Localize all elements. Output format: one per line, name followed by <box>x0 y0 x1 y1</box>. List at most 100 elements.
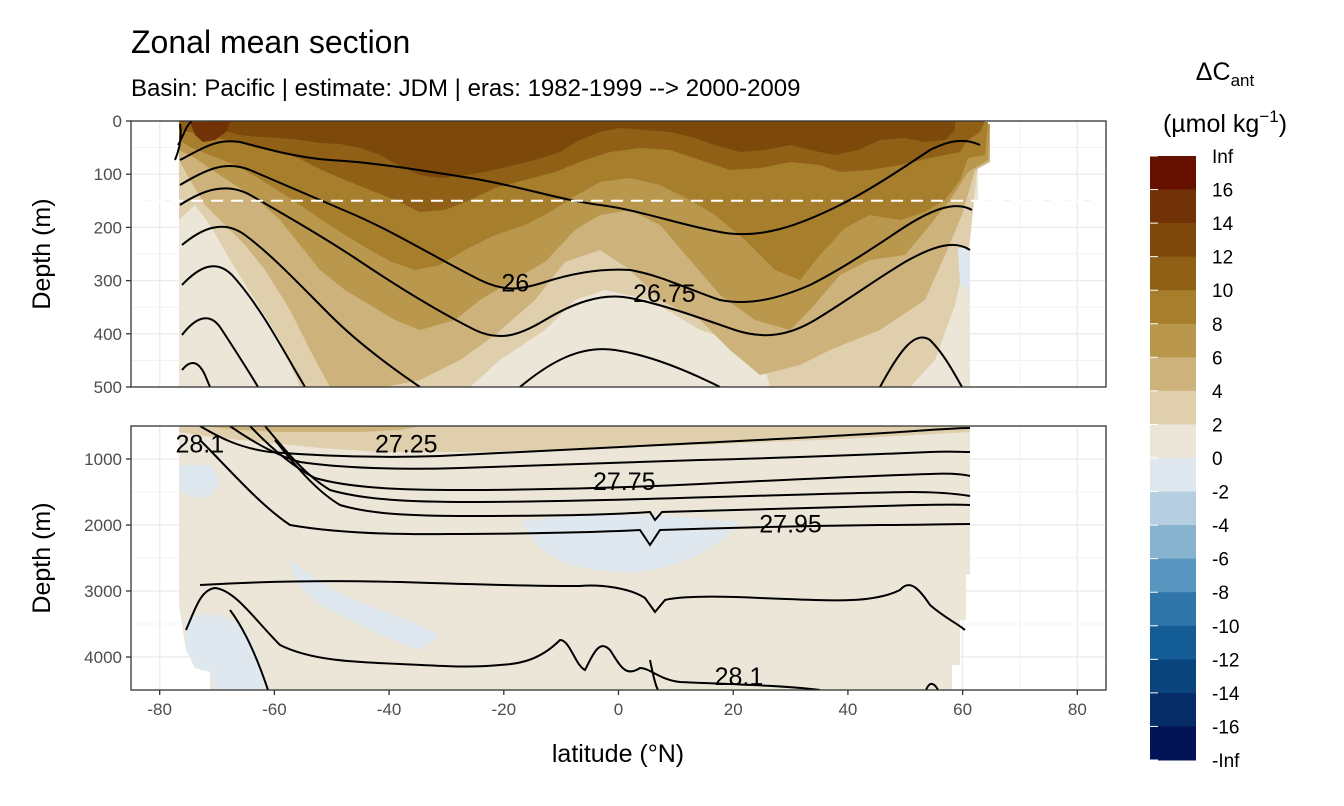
legend-swatch <box>1150 424 1196 459</box>
legend-swatch <box>1150 659 1196 694</box>
x-tick-label: 40 <box>838 700 857 719</box>
y-tick-label: 1000 <box>84 450 122 469</box>
legend-tick-label: -8 <box>1212 583 1229 604</box>
lower-field-blue-1 <box>179 465 220 498</box>
lower-panel: 1000 2000 3000 4000 -80 -60 -40 -20 0 20 40 60 80 2… <box>84 425 1107 719</box>
lower-contour-2 <box>229 426 971 470</box>
contour-label: 27.25 <box>375 430 438 458</box>
legend-unit-prefix: (µmol kg <box>1163 110 1259 138</box>
y-tick-label: 200 <box>94 218 122 237</box>
x-tick-label: -60 <box>262 700 287 719</box>
legend-tick-label: 0 <box>1212 449 1223 470</box>
lower-contour-8 <box>185 586 821 690</box>
legend-swatch <box>1150 458 1196 493</box>
upper-contour-7 <box>181 362 211 387</box>
upper-contour-2 <box>179 165 973 303</box>
upper-panel-contour-labels: 26 26.75 <box>501 269 695 308</box>
upper-contour-11 <box>174 123 182 161</box>
lower-contour-10 <box>649 659 659 690</box>
legend-tick-label: 12 <box>1212 248 1233 269</box>
legend-tick-label: 6 <box>1212 348 1223 369</box>
lower-field-blue-3 <box>290 560 440 650</box>
upper-panel-border <box>130 120 1107 388</box>
lower-panel-y-axis: 1000 2000 3000 4000 <box>84 450 131 667</box>
chart-subtitle: Basin: Pacific | estimate: JDM | eras: 1… <box>131 75 801 102</box>
legend-swatch <box>1150 558 1196 593</box>
legend-swatch <box>1150 189 1196 224</box>
legend-tick-label: -16 <box>1212 717 1239 738</box>
legend-title-main: ΔC <box>1196 58 1231 86</box>
upper-panel-fields <box>131 121 1106 387</box>
lower-contour-6 <box>199 439 971 547</box>
x-tick-label: 80 <box>1068 700 1087 719</box>
legend-swatch <box>1150 256 1196 291</box>
x-tick-label: 0 <box>614 700 623 719</box>
x-tick-label: -40 <box>377 700 402 719</box>
legend-tick-labels: Inf 16 14 12 10 8 6 4 2 0 -2 -4 -6 -8 -10 -12 -14 -16 -Inf <box>1212 147 1240 772</box>
upper-density-contours <box>174 121 981 387</box>
legend-swatch <box>1150 357 1196 392</box>
legend-tick-label: -14 <box>1212 684 1240 705</box>
y-tick-label: 3000 <box>84 582 122 601</box>
upper-panel: 0 100 200 300 400 500 26 26.75 <box>94 112 1107 397</box>
lower-density-contours <box>185 426 971 690</box>
upper-contour-8 <box>519 348 721 387</box>
upper-contour-9 <box>879 336 963 387</box>
legend-tick-label: -4 <box>1212 516 1229 537</box>
legend-unit: (µmol kg−1) <box>1163 107 1287 138</box>
legend-swatch <box>1150 726 1196 761</box>
legend-tick-label: -10 <box>1212 617 1239 638</box>
upper-panel-y-axis: 0 100 200 300 400 500 <box>94 112 131 397</box>
y-axis-title-upper: Depth (m) <box>28 198 56 309</box>
upper-field-12-14 <box>205 121 955 178</box>
legend-swatch <box>1150 692 1196 727</box>
legend-tick-label: -12 <box>1212 650 1239 671</box>
lower-contour-4 <box>264 426 971 504</box>
upper-field-blue-patch <box>958 248 970 290</box>
y-tick-label: 400 <box>94 325 122 344</box>
legend-unit-sup: −1 <box>1259 107 1278 126</box>
y-tick-label: 300 <box>94 272 122 291</box>
lower-field-2-4 <box>179 426 970 452</box>
x-tick-label: 20 <box>724 700 743 719</box>
chart-title: Zonal mean section <box>131 24 411 60</box>
contour-label: 26 <box>501 269 529 297</box>
lower-panel-contour-labels: 28.1 27.25 27.75 27.95 28.1 <box>175 430 821 690</box>
x-axis: -80 -60 -40 -20 0 20 40 60 80 <box>147 690 1087 719</box>
legend-title-sub: ant <box>1231 71 1255 90</box>
legend-swatch <box>1150 323 1196 358</box>
x-tick-label: 60 <box>953 700 972 719</box>
legend: ΔCant (µmol kg−1) Inf 16 14 12 10 8 6 4 2 0 -2 -4 -6… <box>1150 58 1287 772</box>
legend-swatch <box>1150 525 1196 560</box>
legend-tick-label: 14 <box>1212 214 1234 235</box>
upper-field-dark-patch <box>190 122 230 142</box>
y-tick-label: 0 <box>113 112 122 131</box>
y-tick-label: 500 <box>94 378 122 397</box>
y-tick-label: 4000 <box>84 648 122 667</box>
legend-tick-label: -6 <box>1212 550 1229 571</box>
legend-swatch <box>1150 491 1196 526</box>
lower-contour-11 <box>925 683 939 690</box>
legend-swatch <box>1150 290 1196 325</box>
legend-tick-label: 8 <box>1212 315 1223 336</box>
upper-contour-6 <box>181 317 259 387</box>
legend-tick-label: 4 <box>1212 382 1223 403</box>
contour-label: 28.1 <box>175 430 224 458</box>
legend-tick-label: 2 <box>1212 415 1223 436</box>
upper-contour-5 <box>181 265 306 387</box>
x-tick-label: -80 <box>147 700 172 719</box>
legend-swatch <box>1150 625 1196 660</box>
lower-contour-7 <box>199 580 966 631</box>
lower-contour-3 <box>249 426 971 492</box>
contour-label: 26.75 <box>633 280 696 308</box>
upper-contour-3 <box>179 187 971 338</box>
x-tick-label: -20 <box>492 700 517 719</box>
contour-label: 27.95 <box>759 510 822 538</box>
legend-swatch <box>1150 390 1196 425</box>
upper-contour-1 <box>179 139 981 236</box>
legend-swatch <box>1150 223 1196 258</box>
y-tick-label: 2000 <box>84 516 122 535</box>
x-axis-title: latitude (°N) <box>552 740 684 768</box>
legend-swatch <box>1150 592 1196 627</box>
